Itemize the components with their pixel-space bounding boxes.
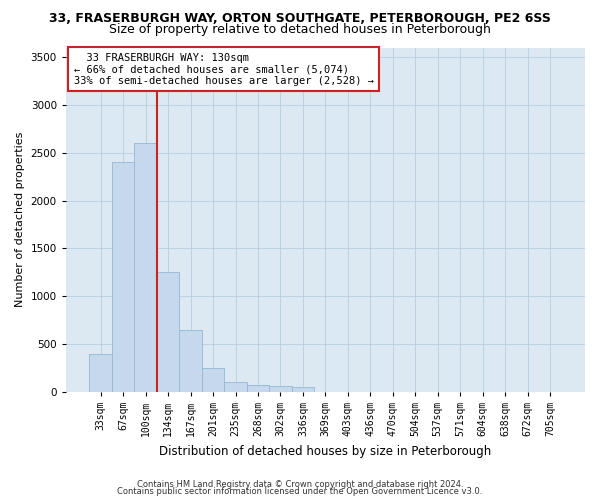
Text: 33, FRASERBURGH WAY, ORTON SOUTHGATE, PETERBOROUGH, PE2 6SS: 33, FRASERBURGH WAY, ORTON SOUTHGATE, PE… [49,12,551,26]
Bar [157,272,179,392]
Bar [89,354,112,392]
Bar [179,330,202,392]
Y-axis label: Number of detached properties: Number of detached properties [15,132,25,308]
Text: Contains HM Land Registry data © Crown copyright and database right 2024.: Contains HM Land Registry data © Crown c… [137,480,463,489]
Text: Contains public sector information licensed under the Open Government Licence v3: Contains public sector information licen… [118,487,482,496]
Text: 33 FRASERBURGH WAY: 130sqm
← 66% of detached houses are smaller (5,074)
33% of s: 33 FRASERBURGH WAY: 130sqm ← 66% of deta… [74,52,374,86]
Text: Size of property relative to detached houses in Peterborough: Size of property relative to detached ho… [109,22,491,36]
Bar [269,386,292,392]
Bar [112,162,134,392]
Bar [247,384,269,392]
X-axis label: Distribution of detached houses by size in Peterborough: Distribution of detached houses by size … [159,444,491,458]
Bar [202,368,224,392]
Bar [224,382,247,392]
Bar [134,143,157,392]
Bar [292,387,314,392]
